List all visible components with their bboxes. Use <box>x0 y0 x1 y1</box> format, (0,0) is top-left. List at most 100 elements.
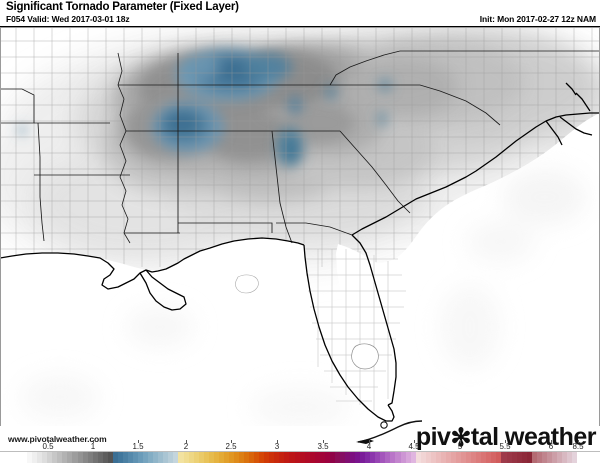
colorbar-swatch <box>410 452 416 463</box>
colorbar-swatch <box>107 452 113 463</box>
map-canvas[interactable] <box>0 26 600 427</box>
map-header: Significant Tornado Parameter (Fixed Lay… <box>0 0 600 26</box>
lake-okeechobee <box>351 343 379 370</box>
colorbar-swatch <box>511 452 517 463</box>
colorbar-swatch <box>395 452 401 463</box>
colorbar-swatch <box>193 452 199 463</box>
state-line-tn-nc <box>329 50 401 86</box>
sun-glyph-icon: ✻ <box>450 424 471 452</box>
colorbar-swatch <box>400 452 406 463</box>
colorbar-swatch <box>334 452 340 463</box>
colorbar-swatch <box>294 452 300 463</box>
colorbar-swatch <box>456 452 462 463</box>
colorbar-swatch <box>138 452 144 463</box>
colorbar-tick-mark <box>138 440 139 443</box>
colorbar-swatch <box>440 452 446 463</box>
colorbar-tick-mark <box>93 440 94 443</box>
colorbar-swatch <box>47 452 53 463</box>
colorbar-swatch <box>355 452 361 463</box>
colorbar-swatch <box>521 452 527 463</box>
init-time-label: Init: Mon 2017-02-27 12z NAM <box>479 14 596 24</box>
colorbar-swatch <box>127 452 134 463</box>
colorbar[interactable]: 0.5 1 1.5 2 2.5 3 3.5 4 4.5 5 5.5 6 8.5 <box>0 440 600 464</box>
colorbar-swatch <box>148 452 154 463</box>
state-line-al-ga <box>271 130 293 244</box>
colorbar-swatch <box>299 452 305 463</box>
brand-text-part2: tal weather <box>470 423 597 451</box>
state-line-mississippi-river <box>117 52 131 244</box>
colorbar-swatch <box>37 452 43 463</box>
valid-time-label: F054 Valid: Wed 2017-03-01 18z <box>6 14 130 24</box>
colorbar-swatch <box>536 452 542 463</box>
colorbar-swatch <box>420 452 426 463</box>
state-line-al-fl <box>178 222 273 233</box>
colorbar-swatch <box>264 452 270 463</box>
colorbar-swatch <box>572 452 578 463</box>
colorbar-swatch <box>329 452 335 463</box>
colorbar-swatch <box>562 452 568 463</box>
colorbar-swatch <box>445 452 451 463</box>
colorbar-tick-label: 6 <box>548 442 554 451</box>
colorbar-swatch <box>92 452 98 463</box>
colorbar-swatch <box>546 452 552 463</box>
colorbar-tick-mark <box>460 440 461 443</box>
colorbar-swatch <box>541 452 547 463</box>
colorbar-swatch <box>324 452 330 463</box>
colorbar-swatch <box>556 452 563 463</box>
colorbar-swatch <box>314 452 320 463</box>
colorbar-swatch <box>531 452 537 463</box>
colorbar-swatch <box>259 452 265 463</box>
colorbar-swatch <box>188 452 194 463</box>
colorbar-swatch <box>239 452 245 463</box>
colorbar-swatch <box>178 452 184 463</box>
colorbar-swatch <box>375 452 381 463</box>
colorbar-swatch <box>526 452 532 463</box>
county-boundaries <box>0 27 600 267</box>
colorbar-tick-label: 3.5 <box>317 442 329 451</box>
state-line-nc-sc <box>330 84 501 126</box>
colorbar-swatch <box>370 452 376 463</box>
colorbar-swatch <box>279 452 285 463</box>
colorbar-swatch <box>476 452 482 463</box>
colorbar-swatch <box>254 452 260 463</box>
colorbar-tick-label: 4.5 <box>408 442 420 451</box>
colorbar-swatch <box>274 452 280 463</box>
colorbar-swatch <box>42 452 48 463</box>
colorbar-swatch <box>496 452 502 463</box>
colorbar-swatch <box>22 452 28 463</box>
colorbar-swatch <box>173 452 179 463</box>
colorbar-swatch <box>249 452 255 463</box>
colorbar-swatch <box>208 452 214 463</box>
colorbar-tick-mark <box>578 440 579 443</box>
coastline <box>0 82 600 422</box>
state-line-ga-sc <box>339 130 411 214</box>
colorbar-swatch <box>415 452 421 463</box>
colorbar-tick-label: 8.5 <box>572 442 584 451</box>
colorbar-tick-mark <box>414 440 415 443</box>
colorbar-swatch <box>163 452 169 463</box>
map-svg <box>0 27 600 427</box>
colorbar-tick-mark <box>505 440 506 443</box>
colorbar-tick-label: 0.5 <box>42 442 54 451</box>
colorbar-swatch <box>97 452 103 463</box>
colorbar-swatch <box>466 452 472 463</box>
colorbar-swatch <box>501 452 507 463</box>
inland-water-bodies <box>235 274 259 294</box>
colorbar-swatch <box>32 452 38 463</box>
colorbar-swatch <box>72 452 78 463</box>
colorbar-swatch <box>213 452 219 463</box>
colorbar-swatch <box>425 452 431 463</box>
colorbar-swatch <box>102 452 108 463</box>
florida-county-boundaries <box>306 249 406 411</box>
colorbar-tick-mark <box>277 440 278 443</box>
colorbar-swatch <box>506 452 512 463</box>
colorbar-swatch <box>365 452 371 463</box>
colorbar-tick-mark <box>48 440 49 443</box>
colorbar-swatch <box>77 452 83 463</box>
colorbar-swatch <box>223 452 229 463</box>
colorbar-swatch <box>516 452 522 463</box>
colorbar-gradient[interactable] <box>22 452 578 463</box>
colorbar-swatch <box>471 452 477 463</box>
colorbar-swatch <box>198 452 204 463</box>
